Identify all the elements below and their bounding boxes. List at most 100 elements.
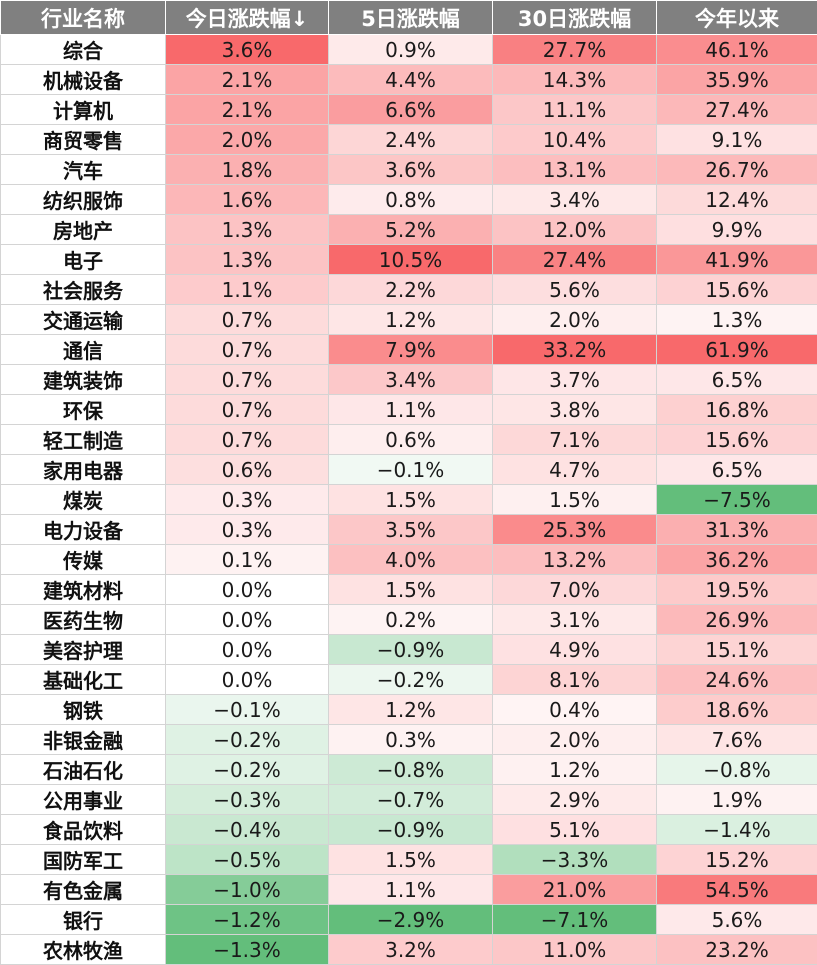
cell-30day-change: 3.7% [493, 365, 657, 395]
cell-industry-name: 公用事业 [1, 785, 166, 815]
cell-industry-name: 电子 [1, 245, 166, 275]
cell-industry-name: 社会服务 [1, 275, 166, 305]
cell-5day-change: 2.4% [329, 125, 493, 155]
cell-ytd-change: 6.5% [657, 455, 817, 485]
cell-30day-change: −7.1% [493, 905, 657, 935]
cell-today-change: 0.0% [166, 575, 329, 605]
cell-today-change: 1.1% [166, 275, 329, 305]
cell-today-change: 1.8% [166, 155, 329, 185]
cell-today-change: 0.0% [166, 605, 329, 635]
cell-5day-change: 1.2% [329, 305, 493, 335]
cell-5day-change: −0.7% [329, 785, 493, 815]
cell-today-change: −0.2% [166, 755, 329, 785]
cell-today-change: 0.7% [166, 335, 329, 365]
cell-industry-name: 环保 [1, 395, 166, 425]
cell-ytd-change: 36.2% [657, 545, 817, 575]
cell-industry-name: 轻工制造 [1, 425, 166, 455]
cell-5day-change: 6.6% [329, 95, 493, 125]
table-row: 食品饮料−0.4%−0.9%5.1%−1.4% [1, 815, 817, 845]
cell-industry-name: 商贸零售 [1, 125, 166, 155]
cell-today-change: 1.3% [166, 215, 329, 245]
header-30day-change[interactable]: 30日涨跌幅 [493, 1, 657, 35]
cell-5day-change: 1.5% [329, 485, 493, 515]
cell-5day-change: −2.9% [329, 905, 493, 935]
cell-ytd-change: 5.6% [657, 905, 817, 935]
cell-ytd-change: 1.3% [657, 305, 817, 335]
cell-industry-name: 美容护理 [1, 635, 166, 665]
cell-today-change: −1.3% [166, 935, 329, 965]
cell-ytd-change: 16.8% [657, 395, 817, 425]
cell-5day-change: 1.5% [329, 575, 493, 605]
cell-today-change: 0.0% [166, 635, 329, 665]
cell-industry-name: 建筑材料 [1, 575, 166, 605]
cell-today-change: 3.6% [166, 35, 329, 65]
cell-today-change: 1.6% [166, 185, 329, 215]
cell-30day-change: 27.4% [493, 245, 657, 275]
cell-industry-name: 建筑装饰 [1, 365, 166, 395]
cell-industry-name: 房地产 [1, 215, 166, 245]
cell-ytd-change: 12.4% [657, 185, 817, 215]
cell-30day-change: 5.6% [493, 275, 657, 305]
cell-ytd-change: 18.6% [657, 695, 817, 725]
cell-5day-change: 1.1% [329, 875, 493, 905]
cell-5day-change: 4.0% [329, 545, 493, 575]
table-row: 公用事业−0.3%−0.7%2.9%1.9% [1, 785, 817, 815]
cell-30day-change: 8.1% [493, 665, 657, 695]
cell-30day-change: 0.4% [493, 695, 657, 725]
cell-today-change: 0.7% [166, 365, 329, 395]
cell-30day-change: 12.0% [493, 215, 657, 245]
cell-5day-change: −0.9% [329, 815, 493, 845]
cell-ytd-change: 6.5% [657, 365, 817, 395]
cell-30day-change: 3.4% [493, 185, 657, 215]
cell-ytd-change: 27.4% [657, 95, 817, 125]
cell-today-change: −1.2% [166, 905, 329, 935]
cell-industry-name: 电力设备 [1, 515, 166, 545]
cell-5day-change: 0.8% [329, 185, 493, 215]
cell-industry-name: 计算机 [1, 95, 166, 125]
cell-ytd-change: −0.8% [657, 755, 817, 785]
header-industry-name: 行业名称 [1, 1, 166, 35]
cell-5day-change: 1.5% [329, 845, 493, 875]
cell-5day-change: −0.8% [329, 755, 493, 785]
cell-30day-change: 1.2% [493, 755, 657, 785]
cell-industry-name: 交通运输 [1, 305, 166, 335]
cell-today-change: 0.7% [166, 305, 329, 335]
cell-ytd-change: 7.6% [657, 725, 817, 755]
cell-industry-name: 有色金属 [1, 875, 166, 905]
cell-industry-name: 家用电器 [1, 455, 166, 485]
cell-today-change: 2.1% [166, 95, 329, 125]
cell-ytd-change: 46.1% [657, 35, 817, 65]
cell-30day-change: 1.5% [493, 485, 657, 515]
cell-industry-name: 农林牧渔 [1, 935, 166, 965]
cell-industry-name: 纺织服饰 [1, 185, 166, 215]
header-today-change[interactable]: 今日涨跌幅↓ [166, 1, 329, 35]
cell-5day-change: 4.4% [329, 65, 493, 95]
cell-5day-change: −0.1% [329, 455, 493, 485]
cell-ytd-change: 23.2% [657, 935, 817, 965]
cell-30day-change: 5.1% [493, 815, 657, 845]
cell-5day-change: 1.1% [329, 395, 493, 425]
cell-ytd-change: 24.6% [657, 665, 817, 695]
header-ytd-change[interactable]: 今年以来 [657, 1, 817, 35]
cell-today-change: 0.1% [166, 545, 329, 575]
cell-30day-change: 14.3% [493, 65, 657, 95]
cell-ytd-change: 26.7% [657, 155, 817, 185]
table-row: 农林牧渔−1.3%3.2%11.0%23.2% [1, 935, 817, 965]
cell-30day-change: 7.0% [493, 575, 657, 605]
header-5day-change[interactable]: 5日涨跌幅 [329, 1, 493, 35]
cell-today-change: −0.5% [166, 845, 329, 875]
cell-5day-change: −0.9% [329, 635, 493, 665]
cell-ytd-change: 15.6% [657, 425, 817, 455]
cell-ytd-change: 35.9% [657, 65, 817, 95]
